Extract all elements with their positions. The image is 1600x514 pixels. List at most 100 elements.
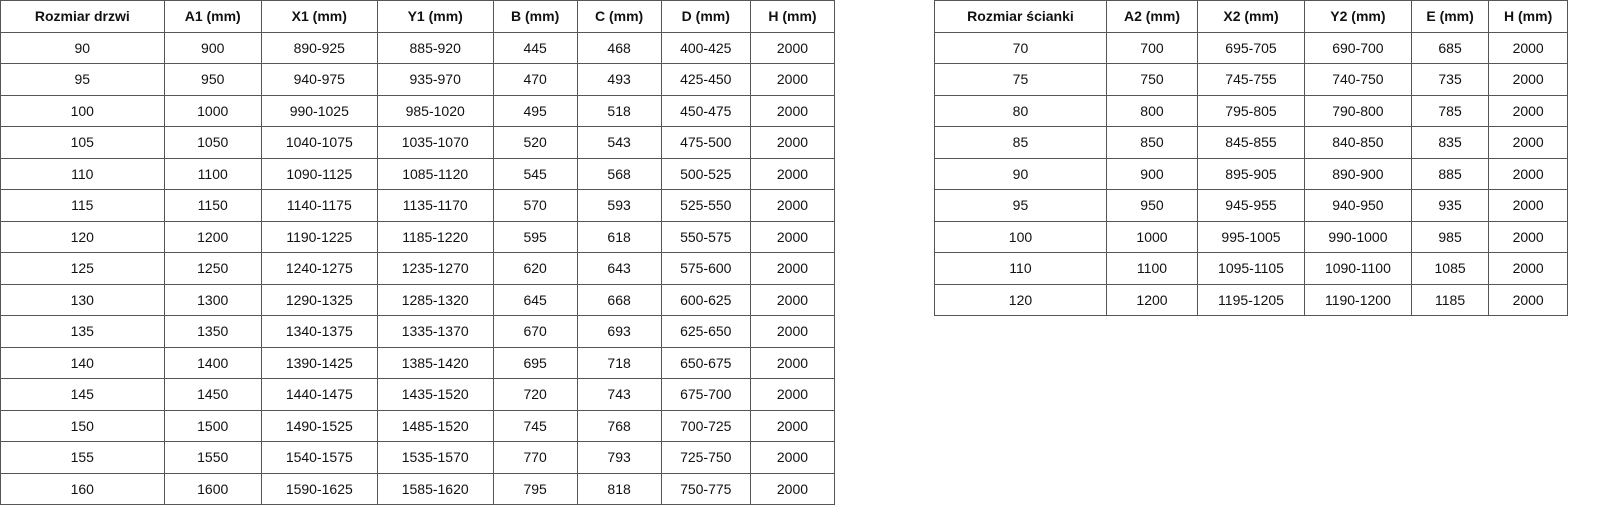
- table-cell: 1385-1420: [376, 346, 494, 379]
- table-cell: 890-900: [1303, 157, 1412, 190]
- table-cell: 1190-1225: [260, 220, 378, 253]
- column-header: Rozmiar ścianki: [934, 0, 1107, 33]
- table-cell: 790-800: [1303, 94, 1412, 127]
- table-cell: 90: [0, 31, 165, 64]
- table-cell: 1350: [163, 315, 262, 348]
- table-cell: 818: [576, 472, 662, 505]
- table-cell: 525-550: [660, 189, 751, 222]
- table-cell: 1335-1370: [376, 315, 494, 348]
- table-cell: 2000: [1488, 157, 1568, 190]
- table-row: 100 1000 990-1025 985-1020 495 518 450-475 2000: [0, 94, 836, 127]
- column-header: X2 (mm): [1197, 0, 1305, 33]
- table-cell: 1435-1520: [376, 378, 494, 411]
- table-cell: 495: [492, 94, 578, 127]
- table-cell: 1490-1525: [260, 409, 378, 442]
- table-cell: 1585-1620: [376, 472, 494, 505]
- table-cell: 160: [0, 472, 165, 505]
- door-size-table: Rozmiar drzwi A1 (mm) X1 (mm) Y1 (mm) B (mm)…: [0, 0, 836, 505]
- column-header: Rozmiar drzwi: [0, 0, 165, 33]
- column-header: H (mm): [749, 0, 836, 33]
- table-cell: 668: [576, 283, 662, 316]
- table-row: 110 1100 1090-1125 1085-1120 545 568 500-525 20…: [0, 157, 836, 190]
- table-row: 145 1450 1440-1475 1435-1520 720 743 675-700 20…: [0, 378, 836, 411]
- table-cell: 543: [576, 126, 662, 159]
- table-cell: 1240-1275: [260, 252, 378, 285]
- table-cell: 793: [576, 441, 662, 474]
- table-cell: 2000: [749, 189, 836, 222]
- table-cell: 110: [0, 157, 165, 190]
- table-row: 85 850 845-855 840-850 835 2000: [934, 126, 1568, 159]
- table-cell: 1195-1205: [1197, 283, 1305, 316]
- table-cell: 130: [0, 283, 165, 316]
- table-cell: 690-700: [1303, 31, 1412, 64]
- table-cell: 90: [934, 157, 1107, 190]
- table-cell: 1140-1175: [260, 189, 378, 222]
- table-cell: 750: [1105, 63, 1199, 96]
- table-row: 70 700 695-705 690-700 685 2000: [934, 31, 1568, 64]
- table-cell: 1235-1270: [376, 252, 494, 285]
- column-header: D (mm): [660, 0, 751, 33]
- table-cell: 950: [163, 63, 262, 96]
- table-row: 150 1500 1490-1525 1485-1520 745 768 700-725 20…: [0, 409, 836, 442]
- table-cell: 720: [492, 378, 578, 411]
- table-cell: 155: [0, 441, 165, 474]
- wall-size-table: Rozmiar ścianki A2 (mm) X2 (mm) Y2 (mm) E (m…: [934, 0, 1568, 316]
- table-cell: 1600: [163, 472, 262, 505]
- table-cell: 1290-1325: [260, 283, 378, 316]
- table-cell: 85: [934, 126, 1107, 159]
- table-row: 140 1400 1390-1425 1385-1420 695 718 650-675 20…: [0, 346, 836, 379]
- table-row: 155 1550 1540-1575 1535-1570 770 793 725-750 20…: [0, 441, 836, 474]
- table-cell: 1535-1570: [376, 441, 494, 474]
- table-cell: 1250: [163, 252, 262, 285]
- table-cell: 745-755: [1197, 63, 1305, 96]
- table-cell: 2000: [749, 220, 836, 253]
- table-cell: 890-925: [260, 31, 378, 64]
- table-cell: 718: [576, 346, 662, 379]
- table-cell: 770: [492, 441, 578, 474]
- table-cell: 735: [1410, 63, 1490, 96]
- table-cell: 835: [1410, 126, 1490, 159]
- table-cell: 140: [0, 346, 165, 379]
- table-cell: 885: [1410, 157, 1490, 190]
- table-row: 90 900 895-905 890-900 885 2000: [934, 157, 1568, 190]
- table-cell: 1440-1475: [260, 378, 378, 411]
- table-cell: 935-970: [376, 63, 494, 96]
- table-cell: 900: [163, 31, 262, 64]
- table-cell: 985: [1410, 220, 1490, 253]
- table-cell: 795: [492, 472, 578, 505]
- table-cell: 2000: [749, 409, 836, 442]
- header-row: Rozmiar drzwi A1 (mm) X1 (mm) Y1 (mm) B (mm)…: [0, 0, 836, 33]
- table-cell: 725-750: [660, 441, 751, 474]
- table-cell: 700-725: [660, 409, 751, 442]
- table-cell: 120: [0, 220, 165, 253]
- table-cell: 475-500: [660, 126, 751, 159]
- table-cell: 940-950: [1303, 189, 1412, 222]
- table-cell: 900: [1105, 157, 1199, 190]
- table-cell: 2000: [749, 63, 836, 96]
- table-cell: 695: [492, 346, 578, 379]
- table-row: 90 900 890-925 885-920 445 468 400-425 2000: [0, 31, 836, 64]
- table-cell: 643: [576, 252, 662, 285]
- table-cell: 70: [934, 31, 1107, 64]
- table-cell: 1190-1200: [1303, 283, 1412, 316]
- table-cell: 570: [492, 189, 578, 222]
- table-cell: 1150: [163, 189, 262, 222]
- table-cell: 2000: [749, 126, 836, 159]
- table-row: 100 1000 995-1005 990-1000 985 2000: [934, 220, 1568, 253]
- table-cell: 795-805: [1197, 94, 1305, 127]
- table-cell: 600-625: [660, 283, 751, 316]
- table-cell: 2000: [749, 315, 836, 348]
- table-row: 135 1350 1340-1375 1335-1370 670 693 625-650 20…: [0, 315, 836, 348]
- table-cell: 125: [0, 252, 165, 285]
- table-cell: 620: [492, 252, 578, 285]
- table-cell: 1285-1320: [376, 283, 494, 316]
- table-cell: 1550: [163, 441, 262, 474]
- table-cell: 2000: [1488, 220, 1568, 253]
- column-header: A2 (mm): [1105, 0, 1199, 33]
- table-cell: 575-600: [660, 252, 751, 285]
- table-cell: 785: [1410, 94, 1490, 127]
- table-cell: 1085-1120: [376, 157, 494, 190]
- table-cell: 1200: [163, 220, 262, 253]
- table-cell: 743: [576, 378, 662, 411]
- table-cell: 950: [1105, 189, 1199, 222]
